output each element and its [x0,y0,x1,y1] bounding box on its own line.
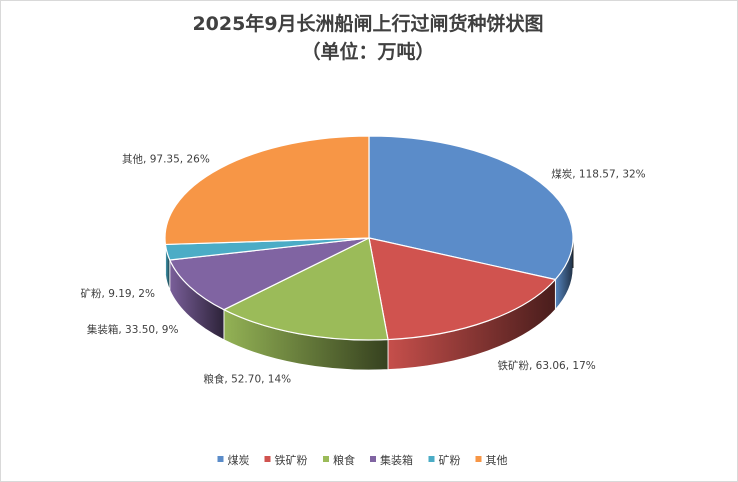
legend-swatch-铁矿粉 [264,456,271,462]
pie-side-walls [164,237,574,371]
chart-title-line1: 2025年9月长洲船闸上行过闸货种饼状图 [192,13,544,35]
chart-title-line2: （单位：万吨） [301,41,435,63]
legend-swatch-矿粉 [428,456,435,462]
pie-slice-其他 [164,135,370,246]
legend-label-粮食: 粮食 [333,453,355,467]
legend-swatch-集装箱 [370,456,376,462]
chart-title: 2025年9月长洲船闸上行过闸货种饼状图 （单位：万吨） [0,10,736,66]
legend-label-矿粉: 矿粉 [439,454,461,467]
pie-top-faces [164,135,574,341]
pie-slice-粮食 [222,237,389,341]
legend-label-煤炭: 煤炭 [228,454,250,467]
legend-label-铁矿粉: 铁矿粉 [275,454,308,467]
legend-swatch-煤炭 [217,456,224,462]
data-label-矿粉: 矿粉, 9.19, 2% [81,287,155,300]
legend-swatch-粮食 [323,456,329,462]
data-labels: 煤炭, 118.57, 32% 铁矿粉, 63.06, 17% 粮食, 52.70,… [81,153,646,386]
data-label-煤炭: 煤炭, 118.57, 32% [551,168,645,181]
legend-label-其他: 其他 [486,454,508,467]
pie-slice-集装箱 [168,237,370,311]
legend-swatch-其他 [475,456,482,462]
data-label-铁矿粉: 铁矿粉, 63.06, 17% [498,359,596,372]
data-label-集装箱: 集装箱, 33.50, 9% [87,323,179,336]
pie-slice-铁矿粉 [368,237,557,341]
pie-slice-煤炭 [368,135,574,281]
data-label-其他: 其他, 97.35, 26% [122,153,210,166]
legend-label-集装箱: 集装箱 [380,453,413,467]
data-label-粮食: 粮食, 52.70, 14% [203,373,291,386]
chart-legend: 煤炭 铁矿粉 粮食 集装箱 矿粉 其他 [217,453,508,467]
